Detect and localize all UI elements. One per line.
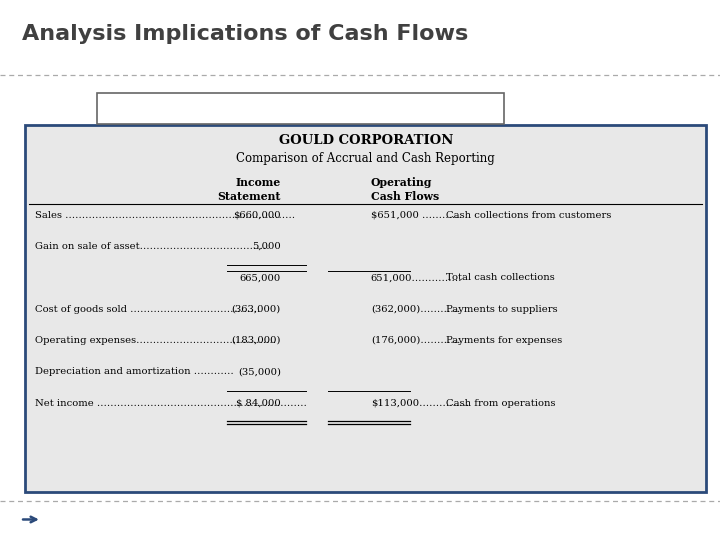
Text: Interpreting Cash Flows and Net Income: Interpreting Cash Flows and Net Income	[133, 101, 468, 116]
Text: $ 84,000: $ 84,000	[236, 399, 281, 408]
Text: $113,000……………: $113,000……………	[371, 399, 469, 408]
Text: (363,000): (363,000)	[232, 305, 281, 314]
Text: Payments to suppliers: Payments to suppliers	[446, 305, 558, 314]
Text: 651,000……………: 651,000……………	[371, 273, 462, 282]
Text: (362,000)…………: (362,000)…………	[371, 305, 460, 314]
Text: Cash from operations: Cash from operations	[446, 399, 556, 408]
Text: 665,000: 665,000	[240, 273, 281, 282]
Text: (176,000)…………: (176,000)…………	[371, 336, 460, 345]
FancyBboxPatch shape	[25, 125, 706, 492]
Text: Cost of goods sold …………………………………: Cost of goods sold …………………………………	[35, 305, 260, 314]
Text: GOULD CORPORATION: GOULD CORPORATION	[279, 134, 453, 147]
Text: 5,000: 5,000	[252, 242, 281, 251]
Text: (35,000): (35,000)	[238, 367, 281, 376]
Text: Net income ………………………………………………………: Net income ………………………………………………………	[35, 399, 307, 408]
Text: Analysis Implications of Cash Flows: Analysis Implications of Cash Flows	[22, 24, 468, 44]
Text: Total cash collections: Total cash collections	[446, 273, 555, 282]
Text: Payments for expenses: Payments for expenses	[446, 336, 562, 345]
Text: Cash collections from customers: Cash collections from customers	[446, 211, 612, 220]
FancyBboxPatch shape	[97, 93, 504, 124]
Text: Sales ……………………………………………………………: Sales ……………………………………………………………	[35, 211, 294, 220]
Text: $660,000: $660,000	[233, 211, 281, 220]
Text: Gain on sale of asset…………………………………: Gain on sale of asset…………………………………	[35, 242, 269, 251]
Text: (183,000): (183,000)	[231, 336, 281, 345]
Text: Operating expenses……………………………………: Operating expenses……………………………………	[35, 336, 276, 345]
Text: Operating
Cash Flows: Operating Cash Flows	[371, 177, 439, 202]
Text: Depreciation and amortization …………: Depreciation and amortization …………	[35, 367, 233, 376]
Text: Comparison of Accrual and Cash Reporting: Comparison of Accrual and Cash Reporting	[236, 152, 495, 165]
Text: Income
Statement: Income Statement	[217, 177, 281, 202]
Text: $651,000 …………: $651,000 …………	[371, 211, 462, 220]
